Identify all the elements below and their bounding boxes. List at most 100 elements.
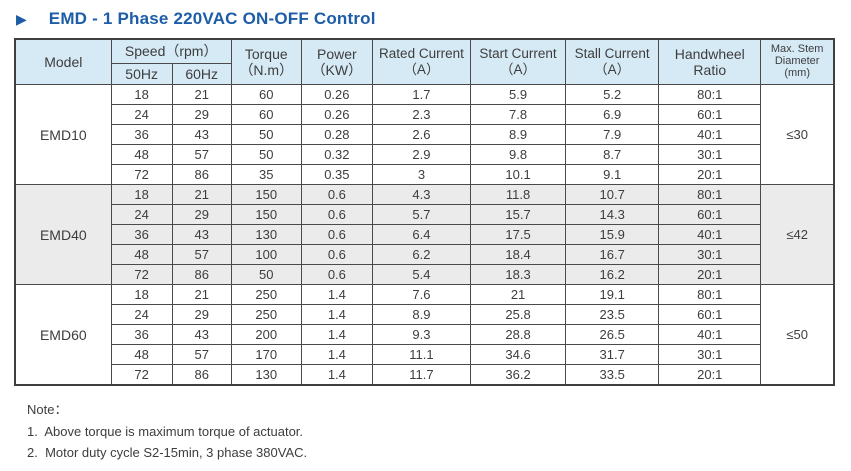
header-start-current-line1: Start Current [479, 46, 557, 62]
header-rated-current: Rated Current （A） [371, 38, 472, 85]
header-speed-60hz: 60Hz [171, 63, 232, 85]
cell-torque: 130 [230, 224, 302, 245]
header-stall-current-line1: Stall Current [574, 46, 650, 62]
cell-power: 1.4 [300, 364, 373, 386]
cell-speed-60hz: 43 [171, 224, 232, 245]
page-title: EMD - 1 Phase 220VAC ON-OFF Control [48, 9, 376, 28]
header-stem-line3: (mm) [784, 66, 810, 79]
notes-label: Note： [27, 402, 68, 417]
cell-speed-60hz: 86 [171, 264, 232, 285]
title-arrow-icon: ▶ [16, 11, 27, 27]
cell-torque: 130 [230, 364, 302, 386]
table-row: 48 57 100 0.6 6.2 18.4 16.7 30:1 [15, 244, 834, 265]
cell-torque: 50 [230, 144, 302, 165]
table-row: EMD10 18 21 60 0.26 1.7 5.9 5.2 80:1 ≤30 [14, 84, 835, 185]
header-stall-current: Stall Current （A） [565, 38, 660, 85]
cell-handwheel-ratio: 30:1 [658, 244, 762, 265]
model-cell: EMD60 [14, 284, 112, 386]
cell-power: 0.6 [300, 224, 373, 245]
header-handwheel-line1: Handwheel [674, 45, 745, 62]
cell-speed-60hz: 57 [171, 244, 232, 265]
cell-stall-current: 8.7 [565, 144, 660, 165]
cell-power: 0.26 [300, 104, 373, 125]
table-row: 24 29 150 0.6 5.7 15.7 14.3 60:1 [15, 204, 834, 225]
notes: Note： 1. Above torque is maximum torque … [27, 400, 851, 463]
cell-power: 0.28 [300, 124, 373, 145]
header-rated-current-line1: Rated Current [379, 46, 464, 62]
cell-torque: 150 [230, 184, 302, 205]
cell-speed-60hz: 43 [171, 124, 232, 145]
cell-handwheel-ratio: 80:1 [658, 284, 762, 305]
cell-start-current: 10.1 [469, 164, 567, 185]
cell-speed-50hz: 72 [110, 164, 173, 185]
table-row: 36 43 130 0.6 6.4 17.5 15.9 40:1 [15, 224, 834, 245]
cell-handwheel-ratio: 80:1 [658, 84, 762, 105]
max-stem-diameter-cell: ≤50 [760, 284, 835, 386]
header-speed-group: Speed（rpm） [110, 38, 232, 64]
cell-torque: 200 [230, 324, 302, 345]
cell-rated-current: 7.6 [371, 284, 472, 305]
cell-speed-50hz: 24 [110, 304, 173, 325]
cell-torque: 250 [230, 304, 302, 325]
cell-speed-60hz: 21 [171, 284, 232, 305]
cell-rated-current: 4.3 [371, 184, 472, 205]
cell-power: 1.4 [300, 344, 373, 365]
table-row: 24 29 60 0.26 2.3 7.8 6.9 60:1 [15, 104, 834, 125]
cell-start-current: 34.6 [469, 344, 567, 365]
spec-table-body: EMD10 18 21 60 0.26 1.7 5.9 5.2 80:1 ≤30 24 29 60 0.2… [14, 84, 835, 386]
header-row-1: Model Speed（rpm） Torque （N.m） Power （KW）… [14, 38, 835, 85]
cell-handwheel-ratio: 60:1 [658, 104, 762, 125]
header-start-current: Start Current （A） [469, 38, 567, 85]
header-stem-line2: Diameter [774, 55, 820, 68]
cell-torque: 50 [230, 264, 302, 285]
cell-handwheel-ratio: 60:1 [658, 304, 762, 325]
header-stem-line1: Max. Stem [770, 43, 824, 56]
cell-stall-current: 19.1 [565, 284, 660, 305]
header-speed-50hz: 50Hz [110, 63, 173, 85]
cell-speed-60hz: 86 [171, 164, 232, 185]
cell-handwheel-ratio: 80:1 [658, 184, 762, 205]
cell-stall-current: 33.5 [565, 364, 660, 386]
cell-stall-current: 7.9 [565, 124, 660, 145]
cell-start-current: 15.7 [469, 204, 567, 225]
cell-stall-current: 6.9 [565, 104, 660, 125]
cell-torque: 250 [230, 284, 302, 305]
table-row: 48 57 50 0.32 2.9 9.8 8.7 30:1 [15, 144, 834, 165]
cell-speed-50hz: 48 [110, 244, 173, 265]
cell-handwheel-ratio: 60:1 [658, 204, 762, 225]
cell-speed-60hz: 43 [171, 324, 232, 345]
header-start-current-line2: （A） [500, 62, 537, 77]
cell-start-current: 18.4 [469, 244, 567, 265]
cell-stall-current: 16.2 [565, 264, 660, 285]
cell-start-current: 11.8 [469, 184, 567, 205]
cell-rated-current: 6.2 [371, 244, 472, 265]
cell-power: 0.6 [300, 184, 373, 205]
cell-stall-current: 26.5 [565, 324, 660, 345]
cell-start-current: 18.3 [469, 264, 567, 285]
cell-power: 0.32 [300, 144, 373, 165]
header-handwheel-ratio: Handwheel Ratio [658, 38, 762, 85]
cell-start-current: 5.9 [469, 84, 567, 105]
cell-stall-current: 23.5 [565, 304, 660, 325]
table-row: 36 43 200 1.4 9.3 28.8 26.5 40:1 [15, 324, 834, 345]
cell-rated-current: 8.9 [371, 304, 472, 325]
cell-torque: 35 [230, 164, 302, 185]
cell-handwheel-ratio: 20:1 [658, 164, 762, 185]
cell-rated-current: 5.4 [371, 264, 472, 285]
cell-speed-60hz: 29 [171, 204, 232, 225]
header-power-line1: Power [317, 45, 357, 62]
cell-speed-60hz: 21 [171, 84, 232, 105]
cell-speed-60hz: 57 [171, 144, 232, 165]
table-row: 72 86 35 0.35 3 10.1 9.1 20:1 [15, 164, 834, 185]
cell-speed-60hz: 57 [171, 344, 232, 365]
cell-stall-current: 31.7 [565, 344, 660, 365]
cell-rated-current: 3 [371, 164, 472, 185]
cell-power: 1.4 [300, 324, 373, 345]
table-row: 72 86 130 1.4 11.7 36.2 33.5 20:1 [15, 364, 834, 386]
cell-start-current: 21 [469, 284, 567, 305]
cell-torque: 50 [230, 124, 302, 145]
cell-torque: 150 [230, 204, 302, 225]
header-torque-line2: （N.m） [239, 62, 294, 78]
cell-handwheel-ratio: 30:1 [658, 144, 762, 165]
header-handwheel-line2: Ratio [693, 62, 727, 78]
